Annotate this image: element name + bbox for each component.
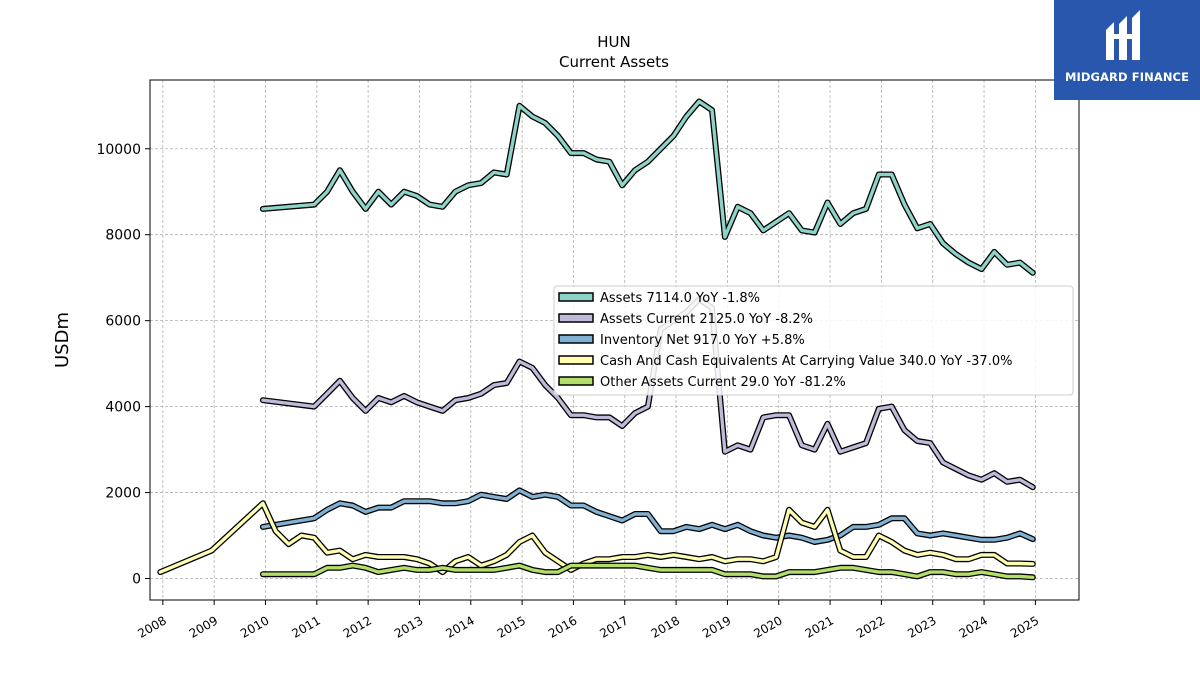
chart-subtitle: Current Assets: [559, 53, 669, 71]
y-tick-label: 0: [132, 572, 141, 588]
x-tick-label: 2019: [700, 613, 733, 640]
legend-label: Assets Current 2125.0 YoY -8.2%: [600, 312, 813, 327]
series-line-0: [261, 99, 1035, 275]
x-tick-label: 2020: [751, 613, 784, 640]
chart-title: HUN: [597, 33, 630, 51]
x-tick-label: 2015: [495, 613, 528, 640]
legend-swatch: [558, 313, 594, 323]
y-axis-label: USDm: [52, 312, 73, 368]
series-group: [157, 98, 1036, 581]
y-tick-label: 4000: [105, 400, 141, 416]
legend-swatch: [558, 355, 594, 365]
company-logo: MIDGARD FINANCE: [1054, 0, 1200, 100]
x-tick-label: 2024: [957, 613, 990, 640]
y-tick-label: 6000: [105, 314, 141, 330]
legend-swatch: [558, 376, 594, 386]
legend-swatch: [558, 334, 594, 344]
x-tick-label: 2023: [905, 613, 938, 640]
x-tick-label: 2018: [649, 613, 682, 640]
legend-label: Other Assets Current 29.0 YoY -81.2%: [600, 375, 846, 390]
y-tick-label: 2000: [105, 486, 141, 502]
plot-frame: [149, 79, 1080, 601]
y-tick-label: 8000: [105, 228, 141, 244]
y-axis: 0 2000 4000 6000 8000 10000: [96, 142, 150, 588]
x-tick-label: 2013: [392, 613, 425, 640]
logo-mark-icon: [1106, 10, 1140, 60]
legend-label: Cash And Cash Equivalents At Carrying Va…: [600, 354, 1012, 369]
x-tick-label: 2008: [135, 613, 168, 640]
logo-text: MIDGARD FINANCE: [1064, 70, 1190, 84]
x-tick-label: 2017: [597, 613, 630, 640]
series-line-4: [261, 563, 1035, 579]
x-tick-label: 2014: [443, 613, 476, 640]
y-tick-label: 10000: [96, 142, 141, 158]
series-line-3: [158, 501, 1035, 574]
x-tick-label: 2016: [546, 613, 579, 640]
x-axis: 2008 2009 2010 2011 2012 2013 2014 2015 2016 2017…: [135, 600, 1041, 641]
x-tick-label: 2021: [803, 613, 836, 640]
series-outline-0: [259, 98, 1036, 276]
series-line-2: [261, 488, 1035, 544]
legend-label: Assets 7114.0 YoY -1.8%: [600, 291, 760, 306]
x-tick-label: 2011: [289, 613, 322, 640]
x-tick-label: 2025: [1008, 613, 1041, 640]
legend-label: Inventory Net 917.0 YoY +5.8%: [600, 333, 805, 348]
legend-box: [553, 285, 1074, 396]
x-tick-label: 2009: [187, 613, 220, 640]
legend-swatch: [558, 292, 594, 302]
x-tick-label: 2012: [341, 613, 374, 640]
x-tick-label: 2010: [238, 613, 271, 640]
legend: Assets 7114.0 YoY -1.8% Assets Current 21…: [553, 285, 1074, 396]
x-tick-label: 2022: [854, 613, 887, 640]
